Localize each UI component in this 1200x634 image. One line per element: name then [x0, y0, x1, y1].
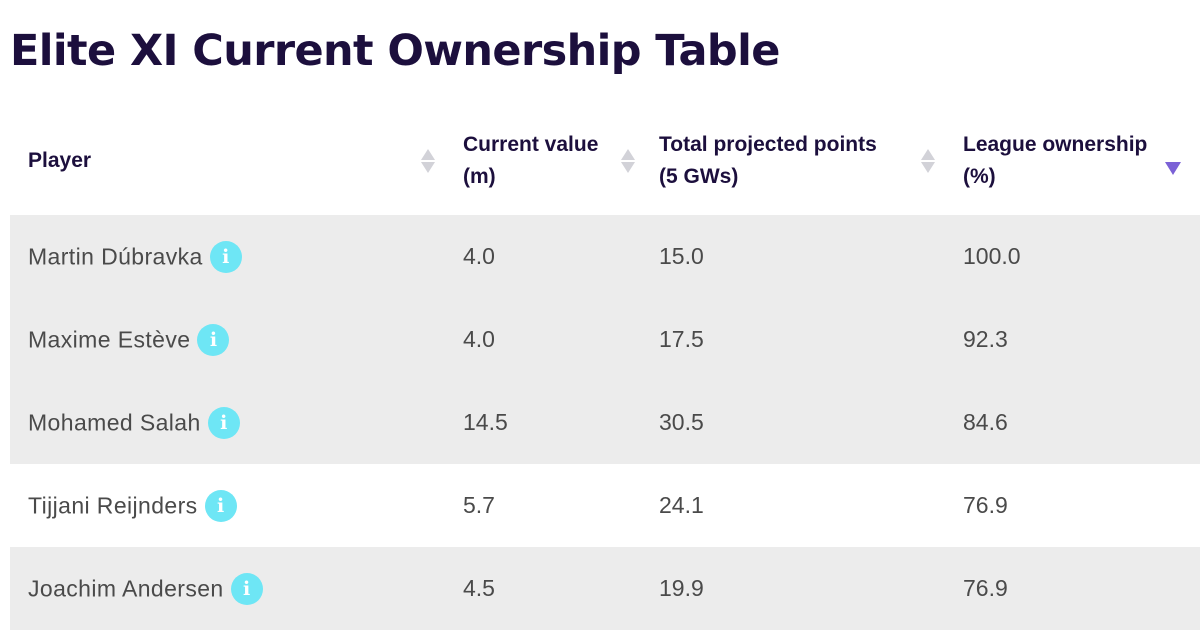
player-cell: Maxime Estève i [10, 298, 463, 381]
table-row: Martin Dúbravka i 4.0 15.0 100.0 [10, 215, 1200, 298]
player-name: Martin Dúbravka [28, 243, 203, 269]
info-icon[interactable]: i [197, 323, 230, 356]
column-header-label: Total projected points [659, 132, 877, 156]
sort-arrows-icon[interactable] [421, 145, 435, 177]
ownership-table: Player Current value (m) [10, 106, 1200, 630]
league-ownership-cell: 92.3 [963, 298, 1200, 381]
sort-descending-icon [621, 161, 635, 173]
projected-points-cell: 19.9 [659, 547, 963, 630]
projected-points-cell: 15.0 [659, 215, 963, 298]
current-value-cell: 4.5 [463, 547, 659, 630]
league-ownership-cell: 76.9 [963, 547, 1200, 630]
info-icon[interactable]: i [209, 240, 242, 273]
column-header-player[interactable]: Player [10, 106, 463, 215]
player-cell: Martin Dúbravka i [10, 215, 463, 298]
sort-descending-icon [921, 161, 935, 173]
current-value-cell: 4.0 [463, 298, 659, 381]
projected-points-cell: 17.5 [659, 298, 963, 381]
sort-descending-icon [421, 161, 435, 173]
info-icon[interactable]: i [207, 406, 240, 439]
player-cell: Mohamed Salah i [10, 381, 463, 464]
column-header-sublabel: (%) [963, 164, 996, 188]
column-header-label: Player [28, 148, 92, 172]
player-cell: Tijjani Reijnders i [10, 464, 463, 547]
sort-arrows-icon[interactable] [921, 145, 935, 177]
column-header-sublabel: (5 GWs) [659, 164, 739, 188]
column-header-current-value[interactable]: Current value (m) [463, 106, 659, 215]
projected-points-cell: 30.5 [659, 381, 963, 464]
sort-ascending-icon [421, 148, 435, 160]
table-body: Martin Dúbravka i 4.0 15.0 100.0 Maxime E… [10, 215, 1200, 630]
info-icon[interactable]: i [230, 572, 263, 605]
sort-arrows-icon[interactable] [621, 145, 635, 177]
sort-ascending-icon [921, 148, 935, 160]
current-value-cell: 5.7 [463, 492, 495, 518]
league-ownership-cell: 84.6 [963, 381, 1200, 464]
info-icon[interactable]: i [204, 489, 237, 522]
table-row: Joachim Andersen i 4.5 19.9 76.9 [10, 547, 1200, 630]
sort-descending-active-icon[interactable] [1165, 162, 1181, 175]
column-header-sublabel: (m) [463, 164, 496, 188]
player-name: Joachim Andersen [28, 575, 224, 601]
player-cell: Joachim Andersen i [10, 547, 463, 630]
table-row: Tijjani Reijnders i 5.7 24.1 76.9 [10, 464, 1200, 547]
player-name: Maxime Estève [28, 326, 191, 352]
table-row: Mohamed Salah i 14.5 30.5 84.6 [10, 381, 1200, 464]
column-header-projected-points[interactable]: Total projected points (5 GWs) [659, 106, 963, 215]
column-header-label: Current value [463, 132, 599, 156]
projected-points-cell: 24.1 [659, 492, 704, 518]
current-value-cell: 4.0 [463, 215, 659, 298]
table-header: Player Current value (m) [10, 106, 1200, 215]
player-name: Tijjani Reijnders [28, 492, 198, 518]
sort-ascending-icon [621, 148, 635, 160]
league-ownership-cell: 76.9 [963, 492, 1008, 518]
column-header-league-ownership[interactable]: League ownership (%) [963, 106, 1200, 215]
page-title: Elite XI Current Ownership Table [10, 26, 780, 76]
column-header-label: League ownership [963, 132, 1148, 156]
table-row: Maxime Estève i 4.0 17.5 92.3 [10, 298, 1200, 381]
player-name: Mohamed Salah [28, 409, 201, 435]
current-value-cell: 14.5 [463, 381, 659, 464]
league-ownership-cell: 100.0 [963, 215, 1200, 298]
